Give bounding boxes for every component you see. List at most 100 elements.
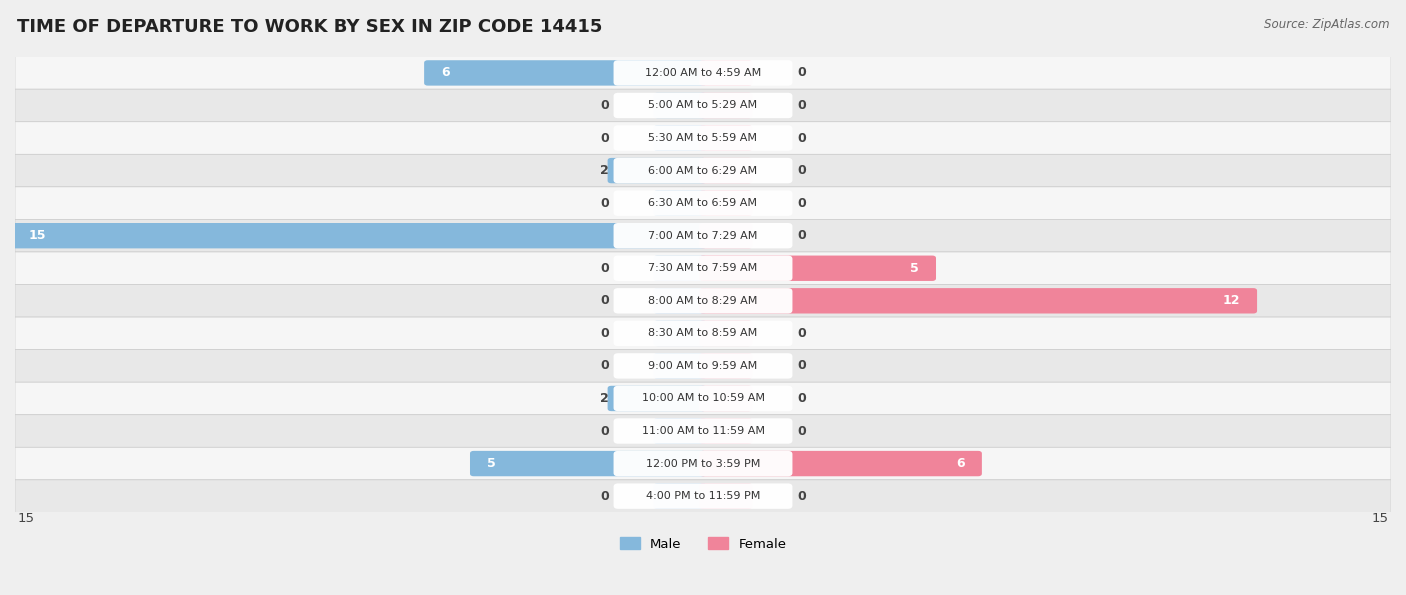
FancyBboxPatch shape [699,321,752,346]
FancyBboxPatch shape [613,321,793,346]
FancyBboxPatch shape [613,386,793,411]
FancyBboxPatch shape [15,57,1391,89]
FancyBboxPatch shape [654,418,707,444]
Text: 12: 12 [1222,295,1240,307]
Text: 6: 6 [956,457,965,470]
Text: 4:00 PM to 11:59 PM: 4:00 PM to 11:59 PM [645,491,761,501]
Text: 6: 6 [441,67,450,79]
Text: 8:30 AM to 8:59 AM: 8:30 AM to 8:59 AM [648,328,758,339]
FancyBboxPatch shape [654,190,707,216]
Text: 15: 15 [1372,512,1389,525]
Text: 0: 0 [797,490,806,503]
FancyBboxPatch shape [654,483,707,509]
Text: 0: 0 [797,67,806,79]
Text: 0: 0 [797,164,806,177]
FancyBboxPatch shape [654,93,707,118]
FancyBboxPatch shape [15,89,1391,122]
Text: 5:00 AM to 5:29 AM: 5:00 AM to 5:29 AM [648,101,758,111]
FancyBboxPatch shape [613,60,793,86]
Text: 0: 0 [797,196,806,209]
Text: 0: 0 [797,327,806,340]
FancyBboxPatch shape [699,126,752,151]
FancyBboxPatch shape [654,288,707,314]
FancyBboxPatch shape [15,252,1391,284]
Text: 0: 0 [797,359,806,372]
FancyBboxPatch shape [15,284,1391,317]
FancyBboxPatch shape [613,418,793,444]
Text: 0: 0 [600,295,609,307]
FancyBboxPatch shape [699,158,752,183]
Text: 2: 2 [600,392,609,405]
FancyBboxPatch shape [699,223,752,248]
Text: 0: 0 [797,131,806,145]
Legend: Male, Female: Male, Female [614,532,792,556]
Text: 5: 5 [910,262,918,275]
Text: 0: 0 [600,424,609,437]
FancyBboxPatch shape [654,321,707,346]
FancyBboxPatch shape [654,353,707,378]
Text: 0: 0 [600,99,609,112]
FancyBboxPatch shape [654,256,707,281]
Text: 6:30 AM to 6:59 AM: 6:30 AM to 6:59 AM [648,198,758,208]
FancyBboxPatch shape [15,350,1391,382]
FancyBboxPatch shape [613,483,793,509]
FancyBboxPatch shape [654,126,707,151]
FancyBboxPatch shape [15,480,1391,512]
FancyBboxPatch shape [15,382,1391,415]
FancyBboxPatch shape [699,288,1257,314]
Text: 0: 0 [797,229,806,242]
Text: 0: 0 [600,490,609,503]
FancyBboxPatch shape [15,415,1391,447]
Text: 11:00 AM to 11:59 AM: 11:00 AM to 11:59 AM [641,426,765,436]
Text: 7:30 AM to 7:59 AM: 7:30 AM to 7:59 AM [648,263,758,273]
FancyBboxPatch shape [11,223,707,248]
Text: 0: 0 [600,359,609,372]
FancyBboxPatch shape [613,353,793,378]
Text: 7:00 AM to 7:29 AM: 7:00 AM to 7:29 AM [648,231,758,241]
FancyBboxPatch shape [425,60,707,86]
FancyBboxPatch shape [470,451,707,476]
FancyBboxPatch shape [15,187,1391,220]
Text: 12:00 AM to 4:59 AM: 12:00 AM to 4:59 AM [645,68,761,78]
FancyBboxPatch shape [607,158,707,183]
Text: 0: 0 [797,99,806,112]
FancyBboxPatch shape [699,418,752,444]
FancyBboxPatch shape [613,158,793,183]
FancyBboxPatch shape [613,256,793,281]
FancyBboxPatch shape [699,256,936,281]
Text: 12:00 PM to 3:59 PM: 12:00 PM to 3:59 PM [645,459,761,469]
Text: 5: 5 [488,457,496,470]
Text: Source: ZipAtlas.com: Source: ZipAtlas.com [1264,18,1389,31]
FancyBboxPatch shape [607,386,707,411]
FancyBboxPatch shape [613,190,793,216]
FancyBboxPatch shape [15,220,1391,252]
FancyBboxPatch shape [613,126,793,151]
FancyBboxPatch shape [699,60,752,86]
FancyBboxPatch shape [15,447,1391,480]
Text: 6:00 AM to 6:29 AM: 6:00 AM to 6:29 AM [648,165,758,176]
Text: TIME OF DEPARTURE TO WORK BY SEX IN ZIP CODE 14415: TIME OF DEPARTURE TO WORK BY SEX IN ZIP … [17,18,602,36]
FancyBboxPatch shape [613,93,793,118]
FancyBboxPatch shape [613,223,793,248]
Text: 15: 15 [28,229,46,242]
FancyBboxPatch shape [699,190,752,216]
FancyBboxPatch shape [15,122,1391,154]
FancyBboxPatch shape [699,93,752,118]
Text: 8:00 AM to 8:29 AM: 8:00 AM to 8:29 AM [648,296,758,306]
Text: 0: 0 [797,424,806,437]
Text: 2: 2 [600,164,609,177]
Text: 0: 0 [600,327,609,340]
FancyBboxPatch shape [699,483,752,509]
FancyBboxPatch shape [15,154,1391,187]
FancyBboxPatch shape [613,451,793,476]
Text: 0: 0 [600,196,609,209]
Text: 10:00 AM to 10:59 AM: 10:00 AM to 10:59 AM [641,393,765,403]
FancyBboxPatch shape [699,451,981,476]
Text: 0: 0 [797,392,806,405]
Text: 9:00 AM to 9:59 AM: 9:00 AM to 9:59 AM [648,361,758,371]
FancyBboxPatch shape [699,353,752,378]
FancyBboxPatch shape [613,288,793,314]
FancyBboxPatch shape [15,317,1391,350]
Text: 15: 15 [17,512,34,525]
Text: 5:30 AM to 5:59 AM: 5:30 AM to 5:59 AM [648,133,758,143]
